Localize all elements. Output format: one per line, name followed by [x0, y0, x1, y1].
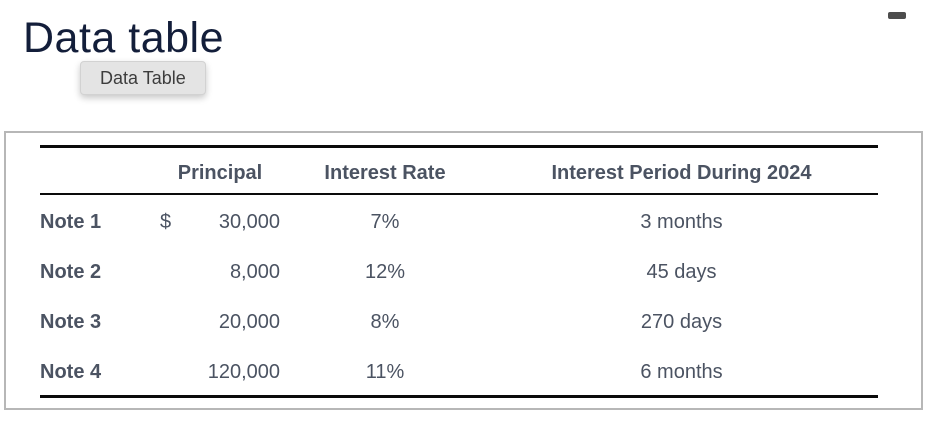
note-label: Note 2	[40, 261, 102, 283]
note-label: Note 1	[40, 211, 102, 233]
table-row: Note 3 20,000 8% 270 days	[40, 295, 878, 345]
principal-amount: 20,000	[218, 311, 280, 333]
table-row: Note 4 120,000 11% 6 months	[40, 345, 878, 395]
interest-rate-cell: 8%	[370, 311, 400, 333]
data-table-button[interactable]: Data Table	[80, 61, 206, 95]
principal-amount: 120,000	[207, 361, 280, 383]
interest-rate-cell: 12%	[364, 261, 406, 283]
interest-period-cell: 45 days	[646, 261, 717, 283]
page-title: Data table	[23, 14, 225, 62]
principal-cell: 120,000	[155, 361, 285, 384]
note-label: Note 4	[40, 361, 102, 383]
minimize-dash-icon[interactable]	[888, 12, 906, 19]
currency-symbol: $	[160, 211, 172, 233]
interest-rate-cell: 7%	[370, 211, 400, 233]
principal-amount: 8,000	[229, 261, 280, 283]
interest-rate-cell: 11%	[365, 361, 405, 383]
interest-period-cell: 3 months	[640, 211, 723, 233]
principal-cell: 20,000	[155, 311, 285, 334]
note-label: Note 3	[40, 311, 102, 333]
principal-cell: 8,000	[155, 261, 285, 284]
header-interest-rate: Interest Rate	[324, 161, 446, 184]
header-interest-period: Interest Period During 2024	[551, 161, 812, 184]
interest-period-cell: 6 months	[640, 361, 723, 383]
principal-cell: $ 30,000	[155, 211, 285, 234]
table-header-row: Principal Interest Rate Interest Period …	[40, 148, 878, 195]
table-row: Note 2 8,000 12% 45 days	[40, 245, 878, 295]
table-row: Note 1 $ 30,000 7% 3 months	[40, 195, 878, 245]
header-principal: Principal	[177, 161, 263, 184]
data-table: Principal Interest Rate Interest Period …	[40, 145, 878, 398]
interest-period-cell: 270 days	[640, 311, 723, 333]
data-table-panel: Principal Interest Rate Interest Period …	[4, 131, 923, 410]
principal-amount: 30,000	[218, 211, 280, 233]
